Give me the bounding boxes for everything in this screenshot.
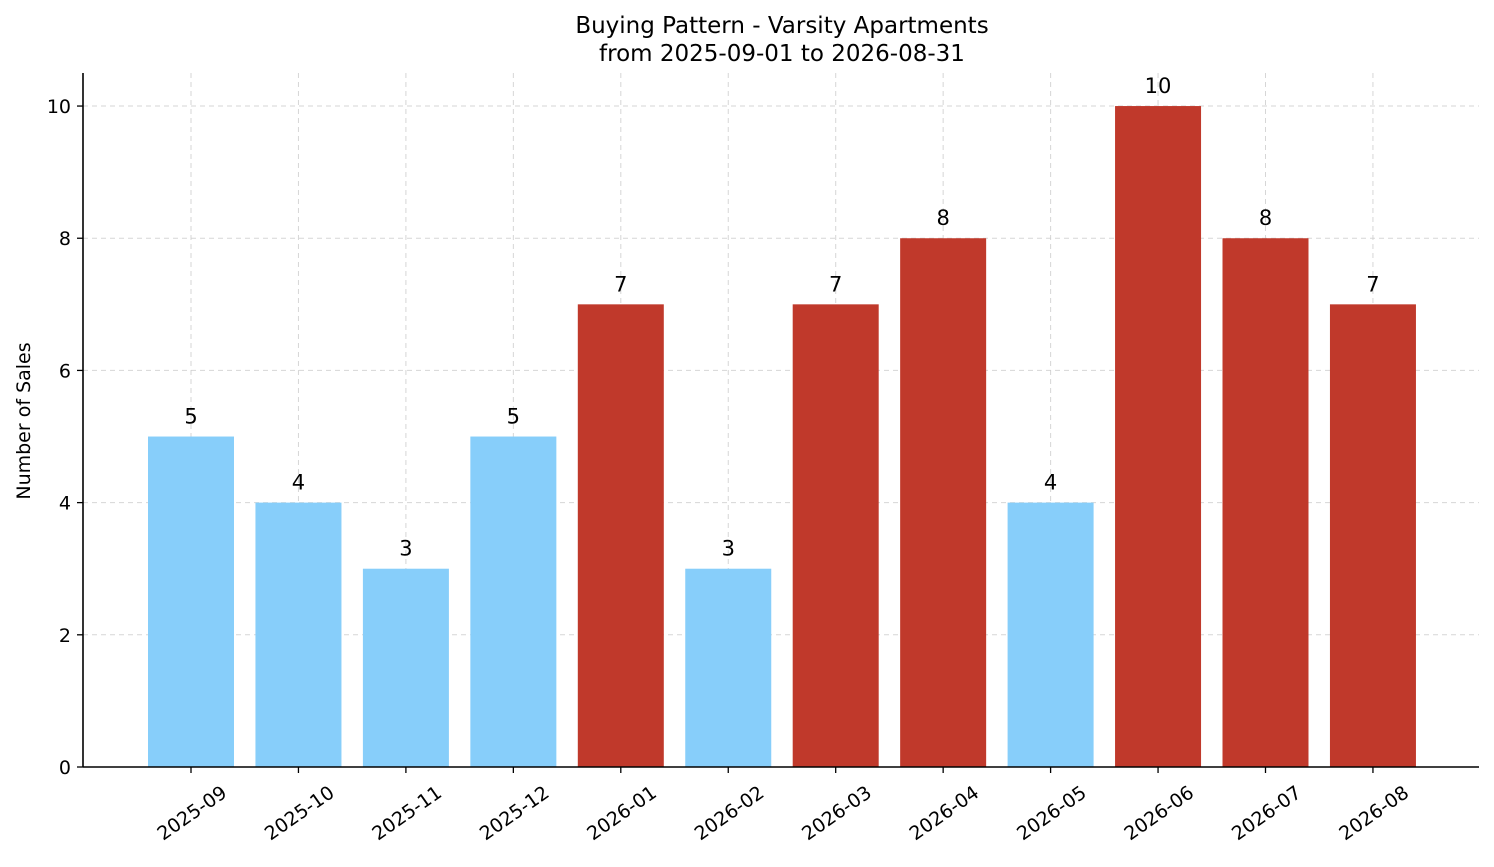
bar-2025-11 [362,568,449,767]
data-label-2025-11: 3 [399,537,412,561]
data-label-2026-04: 8 [936,206,949,230]
data-label-2026-05: 4 [1044,471,1057,495]
data-label-2025-12: 5 [507,405,520,429]
bar-2025-12 [470,436,557,767]
y-axis-label: Number of Sales [13,342,35,499]
x-tick-label: 2026-03 [798,782,876,846]
data-label-2025-09: 5 [184,405,197,429]
bar-2026-01 [577,304,664,767]
bar-2025-10 [255,502,342,767]
data-label-2025-10: 4 [292,471,305,495]
x-tick-label: 2026-08 [1335,782,1413,846]
axes-layer [82,73,1479,768]
bars-layer [148,106,1416,768]
bar-2026-06 [1115,106,1202,768]
bar-2025-09 [148,436,234,767]
x-tick-label: 2026-06 [1120,782,1198,846]
y-tick-label: 10 [47,96,71,118]
x-tick-label: 2026-04 [906,782,984,846]
bar-2026-07 [1222,238,1309,767]
bar-2026-05 [1007,502,1094,767]
x-tick-label: 2026-01 [583,782,661,846]
x-tick-label: 2026-05 [1013,782,1091,846]
y-tick-label: 8 [59,228,71,250]
data-label-2026-01: 7 [614,272,627,296]
bar-2026-08 [1329,304,1416,767]
chart-subtitle: from 2025-09-01 to 2026-08-31 [599,41,965,67]
data-label-2026-06: 10 [1145,74,1172,98]
chart-title: Buying Pattern - Varsity Apartments [575,13,988,39]
x-tick-label: 2026-07 [1228,782,1306,846]
data-labels-layer: 5 4 3 5 7 3 7 8 4 10 8 7 [184,74,1379,561]
bar-2026-03 [792,304,879,767]
y-tick-label: 6 [59,360,71,382]
data-label-2026-08: 7 [1366,272,1379,296]
y-tick-label: 4 [59,493,71,515]
x-tick-label: 2025-12 [476,782,554,846]
x-tick-label: 2026-02 [691,782,769,846]
x-tick-label: 2025-10 [261,782,339,846]
y-tick-label: 0 [59,757,71,779]
x-tick-label: 2025-09 [153,782,231,846]
y-tick-label: 2 [59,625,71,647]
x-tick-label: 2025-11 [368,782,446,846]
y-ticks: 0 2 4 6 8 10 [47,96,83,779]
bar-2026-04 [900,238,987,767]
bar-2026-02 [685,568,772,767]
data-label-2026-03: 7 [829,272,842,296]
data-label-2026-02: 3 [722,537,735,561]
data-label-2026-07: 8 [1259,206,1272,230]
x-ticks: 2025-09 2025-10 2025-11 2025-12 2026-01 2026-… [153,767,1413,845]
